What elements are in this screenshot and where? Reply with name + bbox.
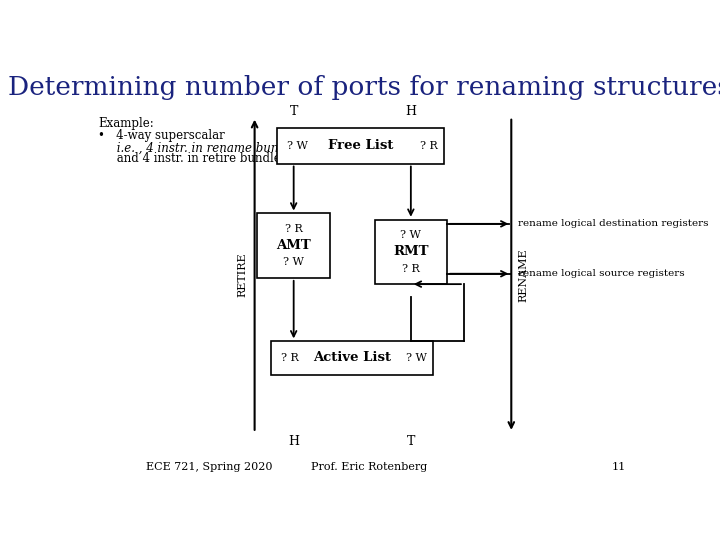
Text: ? R: ? R — [282, 353, 299, 363]
Text: Prof. Eric Rotenberg: Prof. Eric Rotenberg — [311, 462, 427, 472]
Text: ? W: ? W — [287, 141, 308, 151]
Text: rename logical source registers: rename logical source registers — [518, 269, 685, 278]
Text: •   4-way superscalar: • 4-way superscalar — [99, 129, 225, 142]
Bar — [258, 213, 330, 278]
Text: H: H — [288, 435, 300, 448]
Text: ? R: ? R — [420, 141, 438, 151]
Text: and 4 instr. in retire bundle: and 4 instr. in retire bundle — [99, 152, 281, 165]
Text: 11: 11 — [611, 462, 626, 472]
Text: T: T — [289, 105, 298, 118]
Text: ? W: ? W — [283, 257, 304, 267]
Text: rename logical destination registers: rename logical destination registers — [518, 219, 708, 228]
Text: H: H — [405, 105, 416, 118]
Text: Determining number of ports for renaming structures: Determining number of ports for renaming… — [8, 75, 720, 100]
Bar — [277, 128, 444, 164]
Text: RMT: RMT — [393, 245, 428, 259]
Text: ? R: ? R — [402, 264, 420, 274]
Text: ? W: ? W — [405, 353, 426, 363]
Text: AMT: AMT — [276, 239, 311, 252]
Bar — [374, 220, 447, 284]
Text: Active List: Active List — [313, 352, 391, 365]
Bar — [271, 341, 433, 375]
Text: ? W: ? W — [400, 230, 421, 240]
Text: ? R: ? R — [285, 224, 302, 234]
Text: RETIRE: RETIRE — [238, 253, 248, 297]
Text: i.e. , 4 instr. in rename bundle: i.e. , 4 instr. in rename bundle — [99, 141, 297, 155]
Text: RENAME: RENAME — [518, 248, 528, 302]
Text: T: T — [407, 435, 415, 448]
Text: ECE 721, Spring 2020: ECE 721, Spring 2020 — [145, 462, 272, 472]
Text: Free List: Free List — [328, 139, 393, 152]
Text: Example:: Example: — [99, 117, 154, 130]
